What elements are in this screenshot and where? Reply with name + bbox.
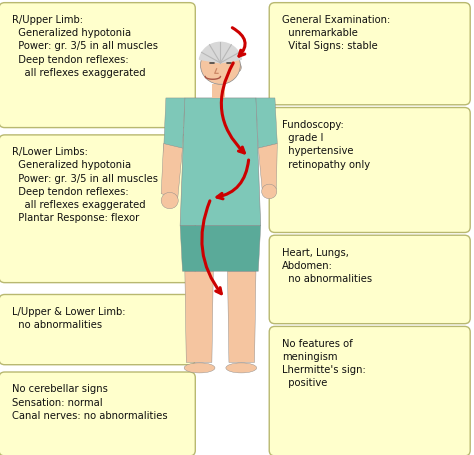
Polygon shape bbox=[161, 144, 182, 199]
Circle shape bbox=[201, 47, 240, 85]
Polygon shape bbox=[228, 272, 256, 363]
FancyBboxPatch shape bbox=[0, 372, 195, 455]
Text: Heart, Lungs,
Abdomen:
  no abnormalities: Heart, Lungs, Abdomen: no abnormalities bbox=[282, 247, 372, 283]
Text: R/Upper Limb:
  Generalized hypotonia
  Power: gr. 3/5 in all muscles
  Deep ten: R/Upper Limb: Generalized hypotonia Powe… bbox=[12, 15, 158, 78]
Ellipse shape bbox=[236, 64, 241, 72]
Polygon shape bbox=[180, 226, 261, 272]
FancyBboxPatch shape bbox=[269, 236, 470, 324]
FancyBboxPatch shape bbox=[0, 4, 195, 128]
Ellipse shape bbox=[184, 363, 215, 373]
Text: Fundoscopy:
  grade I
  hypertensive
  retinopathy only: Fundoscopy: grade I hypertensive retinop… bbox=[282, 120, 370, 169]
Polygon shape bbox=[185, 272, 213, 363]
FancyBboxPatch shape bbox=[269, 4, 470, 106]
Text: No features of
meningism
Lhermitte's sign:
  positive: No features of meningism Lhermitte's sig… bbox=[282, 338, 366, 388]
Circle shape bbox=[161, 193, 178, 209]
Text: No cerebellar signs
Sensation: normal
Canal nerves: no abnormalities: No cerebellar signs Sensation: normal Ca… bbox=[12, 384, 167, 420]
Ellipse shape bbox=[226, 363, 257, 373]
Text: L/Upper & Lower Limb:
  no abnormalities: L/Upper & Lower Limb: no abnormalities bbox=[12, 306, 125, 329]
FancyBboxPatch shape bbox=[0, 295, 195, 365]
Wedge shape bbox=[200, 43, 241, 64]
Polygon shape bbox=[258, 144, 277, 190]
Text: R/Lower Limbs:
  Generalized hypotonia
  Power: gr. 3/5 in all muscles
  Deep te: R/Lower Limbs: Generalized hypotonia Pow… bbox=[12, 147, 158, 223]
FancyBboxPatch shape bbox=[269, 327, 470, 455]
FancyBboxPatch shape bbox=[269, 108, 470, 233]
FancyBboxPatch shape bbox=[0, 136, 195, 283]
Polygon shape bbox=[164, 99, 185, 153]
Text: General Examination:
  unremarkable
  Vital Signs: stable: General Examination: unremarkable Vital … bbox=[282, 15, 390, 51]
FancyBboxPatch shape bbox=[212, 85, 225, 99]
Polygon shape bbox=[256, 99, 277, 149]
Polygon shape bbox=[180, 99, 261, 226]
Circle shape bbox=[262, 185, 277, 199]
